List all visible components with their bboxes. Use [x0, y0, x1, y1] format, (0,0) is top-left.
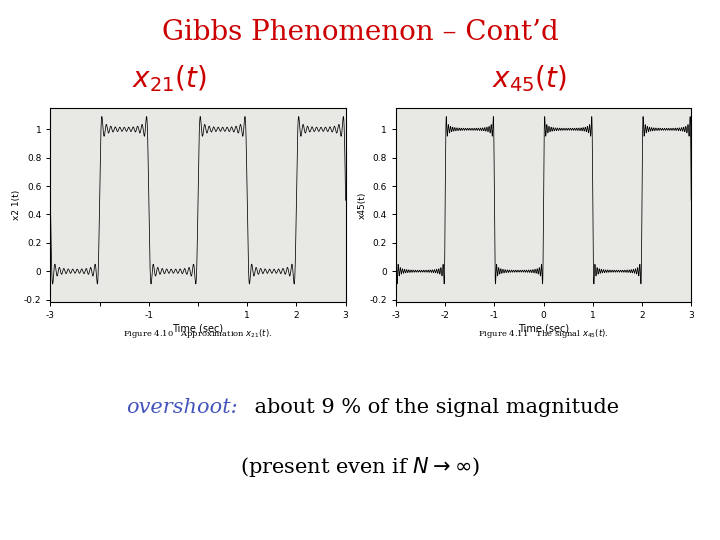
- Text: about 9 % of the signal magnitude: about 9 % of the signal magnitude: [248, 398, 619, 417]
- Text: Figure 4.11   The signal $x_{45}(t)$.: Figure 4.11 The signal $x_{45}(t)$.: [478, 327, 609, 340]
- X-axis label: Time (sec): Time (sec): [518, 323, 570, 333]
- Text: Gibbs Phenomenon – Cont’d: Gibbs Phenomenon – Cont’d: [161, 19, 559, 46]
- Text: (present even if $N \rightarrow \infty$): (present even if $N \rightarrow \infty$): [240, 455, 480, 479]
- X-axis label: Time (sec): Time (sec): [172, 323, 224, 333]
- Y-axis label: x45(t): x45(t): [358, 192, 366, 219]
- Text: Figure 4.10   Approximation $x_{21}(t)$.: Figure 4.10 Approximation $x_{21}(t)$.: [123, 327, 273, 340]
- Text: $x_{21}(t)$: $x_{21}(t)$: [132, 63, 207, 94]
- Text: $x_{45}(t)$: $x_{45}(t)$: [492, 63, 567, 94]
- Text: overshoot:: overshoot:: [126, 398, 238, 417]
- Y-axis label: x2 1(t): x2 1(t): [12, 190, 21, 220]
